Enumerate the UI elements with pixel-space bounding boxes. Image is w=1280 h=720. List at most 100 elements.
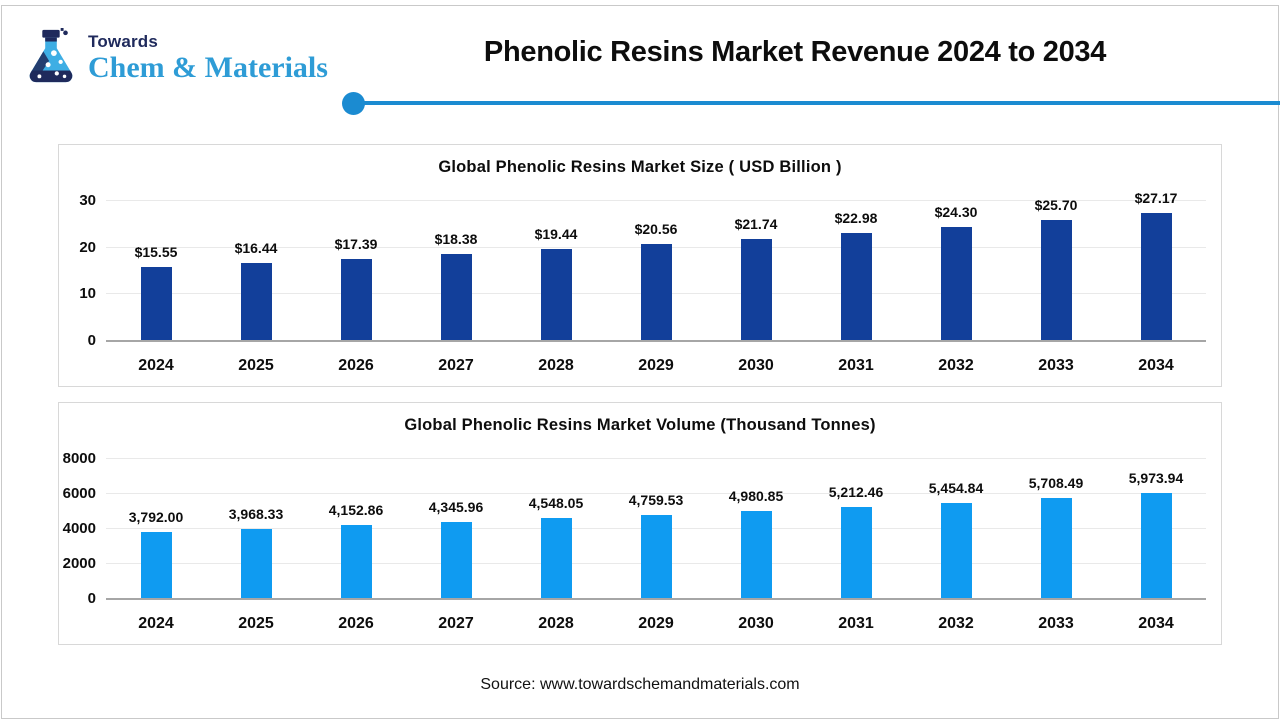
bar xyxy=(940,226,972,340)
bar-column: $18.38 xyxy=(406,162,506,340)
bar-column: 5,708.49 xyxy=(1006,420,1106,598)
gridline xyxy=(106,458,1206,459)
gridline xyxy=(106,200,1206,201)
bar-value-label: $15.55 xyxy=(134,244,178,261)
x-axis-tick-label: 2027 xyxy=(438,357,474,374)
divider-line xyxy=(360,101,1280,105)
bar-column: $25.70 xyxy=(1006,162,1106,340)
bar xyxy=(540,518,572,598)
x-axis-tick-label: 2028 xyxy=(538,615,574,632)
bar xyxy=(1140,493,1172,598)
y-axis-tick-label: 10 xyxy=(79,285,96,303)
bar-column: 4,345.96 xyxy=(406,420,506,598)
bar xyxy=(940,502,972,598)
bar-value-label: 5,973.94 xyxy=(1128,470,1184,487)
bar-column: 5,973.94 xyxy=(1106,420,1206,598)
bar xyxy=(1140,213,1172,340)
bar-column: $20.56 xyxy=(606,162,706,340)
gridline xyxy=(106,493,1206,494)
bar-value-label: 3,792.00 xyxy=(128,508,184,525)
divider-dot xyxy=(342,92,365,115)
logo-brand-text: Chem & Materials xyxy=(88,51,328,84)
bar-value-label: 3,968.33 xyxy=(228,505,284,522)
bar-value-label: $27.17 xyxy=(1134,190,1178,207)
bar-column: $21.74 xyxy=(706,162,806,340)
bar-value-label: $20.56 xyxy=(634,221,678,238)
logo-towards-text: Towards xyxy=(88,32,159,51)
bar xyxy=(840,506,872,598)
chart-title-market-size: Global Phenolic Resins Market Size ( USD… xyxy=(438,158,842,176)
bar-value-label: 5,212.46 xyxy=(828,483,884,500)
bar-value-label: $25.70 xyxy=(1034,197,1078,214)
market-volume-x-axis: 2024 2025 2026 2027 2028 2029 2030 2031 2032 2033… xyxy=(106,615,1206,633)
y-axis-tick-label: 20 xyxy=(79,238,96,256)
bar-value-label: $17.39 xyxy=(334,235,378,252)
bars-container: $15.55 $16.44 $17.39 $18.38 $19.44 $20.56 $21.… xyxy=(106,162,1206,340)
chart-title-market-volume: Global Phenolic Resins Market Volume (Th… xyxy=(404,416,876,434)
x-axis-tick-label: 2031 xyxy=(838,615,874,632)
bar-value-label: 4,980.85 xyxy=(728,487,784,504)
brand-logo: Towards Chem & Materials xyxy=(22,28,328,86)
y-axis-tick-label: 0 xyxy=(87,332,96,349)
bar-value-label: 4,548.05 xyxy=(528,495,584,512)
bar-value-label: 4,152.86 xyxy=(328,502,384,519)
x-axis-tick-label: 2027 xyxy=(438,615,474,632)
x-axis-tick-label: 2032 xyxy=(938,615,974,632)
bar-column: $27.17 xyxy=(1106,162,1206,340)
bar-value-label: 5,454.84 xyxy=(928,479,984,496)
bar-value-label: $19.44 xyxy=(534,226,578,243)
bar-value-label: $16.44 xyxy=(234,240,278,257)
y-axis-tick-label: 30 xyxy=(79,192,96,209)
y-axis-tick-label: 6000 xyxy=(62,485,96,502)
x-axis-tick-label: 2028 xyxy=(538,357,574,374)
x-axis-tick-label: 2030 xyxy=(738,615,774,632)
bar xyxy=(240,263,272,340)
bar xyxy=(240,528,272,598)
bar xyxy=(740,510,772,598)
x-axis-tick-label: 2026 xyxy=(338,357,374,374)
bar-value-label: $22.98 xyxy=(834,209,878,226)
bar xyxy=(140,531,172,598)
bar xyxy=(740,238,772,340)
market-volume-plot-area: 0 2000 4000 6000 8000 3,792.00 3,968.33 4,152.8… xyxy=(63,450,1206,607)
bar xyxy=(340,525,372,598)
x-axis-tick-label: 2029 xyxy=(638,357,674,374)
flask-icon xyxy=(29,28,73,83)
bar-column: $24.30 xyxy=(906,162,1006,340)
bar xyxy=(640,244,672,340)
x-axis-tick-label: 2029 xyxy=(638,615,674,632)
market-size-plot-area: 0 10 20 30 $15.55 $16.44 $17.39 $18.38 $19.44 $20… xyxy=(79,190,1206,349)
x-axis-tick-label: 2025 xyxy=(238,357,274,374)
x-axis-tick-label: 2024 xyxy=(138,615,174,632)
source-text: Source: www.towardschemandmaterials.com xyxy=(480,676,800,693)
bar-value-label: $21.74 xyxy=(734,215,778,232)
x-axis-tick-label: 2034 xyxy=(1138,357,1174,374)
bar-column: 3,792.00 xyxy=(106,420,206,598)
bar-column: 4,759.53 xyxy=(606,420,706,598)
bar xyxy=(1040,498,1072,598)
bar xyxy=(440,521,472,598)
x-axis-tick-label: 2034 xyxy=(1138,615,1174,632)
bar-column: $16.44 xyxy=(206,162,306,340)
y-axis-tick-label: 4000 xyxy=(62,520,96,537)
bar xyxy=(840,232,872,340)
bars-container: 3,792.00 3,968.33 4,152.86 4,345.96 4,548.05… xyxy=(106,420,1206,598)
bar-column: 3,968.33 xyxy=(206,420,306,598)
bar xyxy=(140,267,172,340)
bar-value-label: $24.30 xyxy=(934,203,978,220)
x-axis-tick-label: 2026 xyxy=(338,615,374,632)
bar-column: $19.44 xyxy=(506,162,606,340)
bar xyxy=(540,249,572,340)
x-axis-tick-label: 2033 xyxy=(1038,615,1074,632)
y-axis-tick-label: 0 xyxy=(87,590,96,607)
bar-value-label: 5,708.49 xyxy=(1028,475,1084,492)
bar-column: $17.39 xyxy=(306,162,406,340)
y-axis-tick-label: 8000 xyxy=(62,450,96,467)
market-size-x-axis: 2024 2025 2026 2027 2028 2029 2030 2031 2032 2033… xyxy=(106,357,1206,375)
bar xyxy=(440,254,472,340)
bar xyxy=(640,514,672,598)
bar-column: 5,212.46 xyxy=(806,420,906,598)
bar-column: $22.98 xyxy=(806,162,906,340)
x-axis-tick-label: 2033 xyxy=(1038,357,1074,374)
x-axis-tick-label: 2032 xyxy=(938,357,974,374)
